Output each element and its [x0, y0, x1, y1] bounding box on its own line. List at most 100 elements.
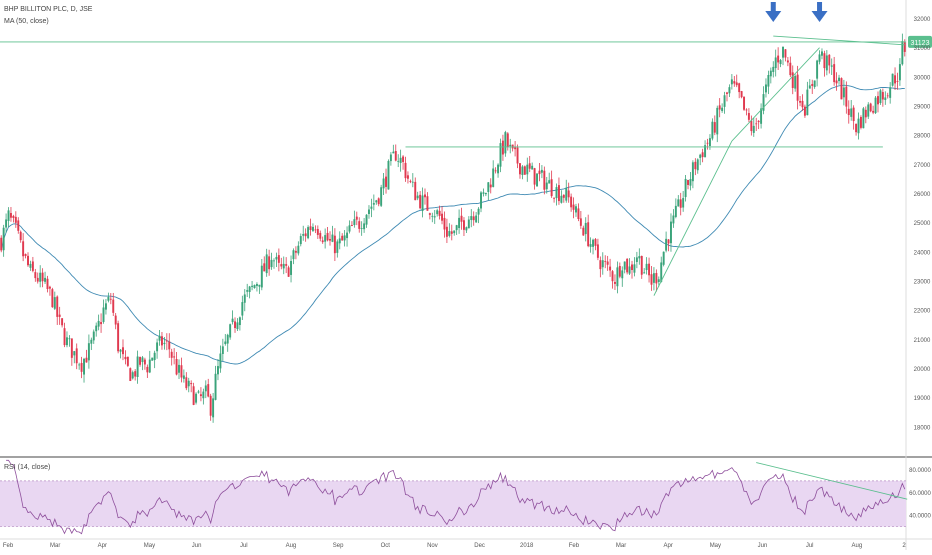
candle: [618, 262, 621, 279]
candle: [197, 389, 200, 394]
candle: [645, 257, 648, 275]
candle: [129, 367, 132, 382]
candle-body: [387, 160, 390, 190]
candle: [122, 339, 124, 361]
candle: [536, 173, 538, 187]
candle-body: [221, 346, 224, 354]
candle-body: [190, 383, 193, 385]
candle: [343, 230, 346, 247]
candle-body: [248, 286, 251, 293]
candle: [319, 230, 322, 242]
candle-body: [842, 87, 845, 98]
candle: [234, 317, 236, 333]
candle: [869, 102, 872, 113]
candle: [455, 224, 458, 235]
candle-body: [336, 241, 339, 253]
candle-body: [740, 91, 743, 98]
candle: [857, 112, 860, 140]
time-tick-label: Apr: [98, 543, 107, 549]
candle-body: [623, 261, 626, 270]
candle-body: [548, 180, 551, 184]
candle: [260, 258, 263, 291]
candle: [348, 220, 351, 234]
candle-body: [399, 157, 402, 163]
candle: [248, 285, 251, 299]
candle-body: [316, 228, 319, 235]
candle-body: [302, 233, 305, 236]
candle-body: [46, 278, 49, 289]
candle-body: [431, 215, 434, 217]
candle: [687, 179, 689, 190]
candle: [823, 50, 826, 77]
candle-body: [828, 54, 831, 66]
candle-body: [713, 122, 716, 133]
candle-body: [85, 357, 88, 363]
candle: [394, 144, 397, 162]
candle: [448, 223, 451, 238]
candle-body: [650, 274, 653, 285]
candle: [677, 195, 680, 207]
candle-body: [553, 197, 556, 199]
candle-body: [772, 66, 775, 73]
candle-body: [178, 364, 180, 373]
candle: [389, 152, 392, 166]
candle-body: [543, 170, 546, 190]
candle: [830, 58, 833, 76]
candle-body: [165, 340, 168, 342]
candle: [338, 231, 341, 250]
candle: [44, 271, 47, 285]
candle-body: [886, 95, 889, 97]
candle-body: [163, 342, 166, 345]
candle-body: [136, 356, 139, 377]
candle: [251, 281, 254, 291]
candle-body: [443, 217, 446, 230]
candle: [277, 248, 280, 272]
candle: [570, 193, 573, 212]
candle: [148, 350, 151, 374]
candle: [27, 252, 29, 267]
candle: [114, 312, 117, 330]
candle: [19, 230, 22, 243]
candle: [850, 100, 853, 121]
candle-body: [2, 227, 5, 251]
candle-body: [492, 168, 495, 187]
candle-body: [458, 217, 461, 229]
candle-body: [643, 272, 646, 274]
candle-body: [774, 57, 777, 69]
candle-body: [246, 290, 249, 292]
candle-body: [592, 239, 595, 247]
candle: [550, 170, 553, 198]
candle: [246, 283, 249, 298]
candle: [501, 134, 504, 161]
candle-body: [606, 261, 609, 265]
candle-body: [290, 260, 293, 275]
candle-body: [896, 81, 899, 82]
candle: [292, 248, 295, 265]
candle: [514, 141, 517, 157]
candle: [392, 144, 395, 154]
candle: [699, 153, 702, 166]
candle: [324, 228, 327, 249]
candle-body: [402, 156, 405, 162]
price-tick-label: 21000: [914, 338, 931, 344]
candle-body: [53, 297, 56, 309]
candle-body: [903, 42, 906, 52]
candle-body: [679, 199, 682, 208]
time-tick-label: Jul: [806, 543, 814, 549]
candle: [821, 48, 823, 60]
candle: [56, 295, 59, 325]
candle: [182, 369, 185, 383]
time-tick-label: 2018: [520, 543, 534, 549]
candle: [421, 187, 424, 218]
candle: [721, 103, 724, 113]
candle: [633, 257, 636, 277]
candle: [445, 218, 448, 244]
candle-body: [12, 215, 15, 218]
candle: [107, 292, 110, 303]
candle: [465, 226, 468, 234]
candle-body: [584, 222, 587, 235]
candle: [409, 179, 412, 184]
candle-body: [494, 170, 497, 172]
